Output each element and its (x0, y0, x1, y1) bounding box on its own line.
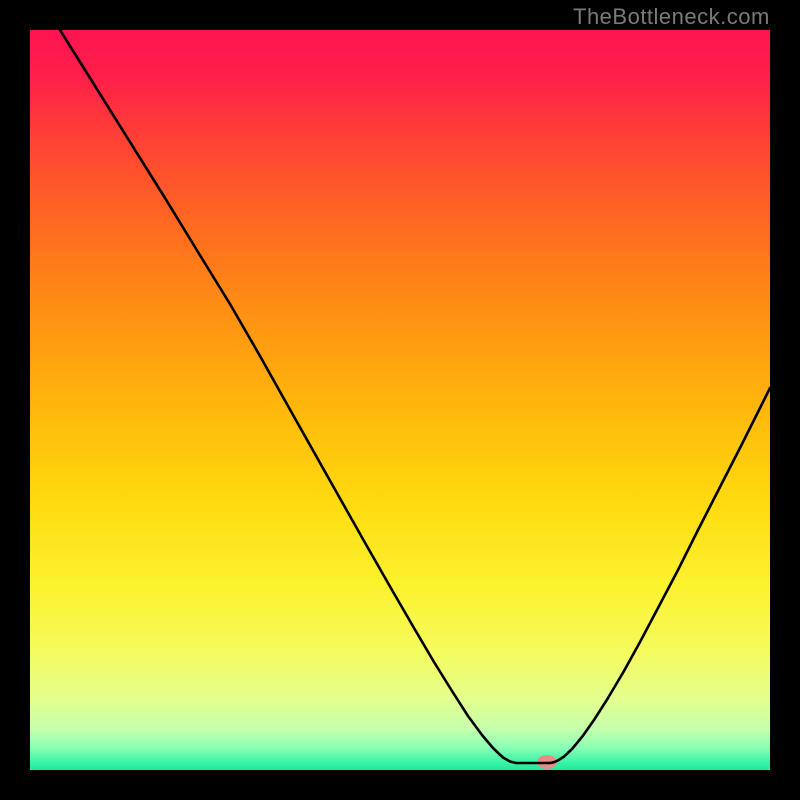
watermark-text: TheBottleneck.com (573, 4, 770, 30)
chart-svg (30, 30, 770, 770)
plot-area (30, 30, 770, 770)
gradient-background (30, 30, 770, 770)
